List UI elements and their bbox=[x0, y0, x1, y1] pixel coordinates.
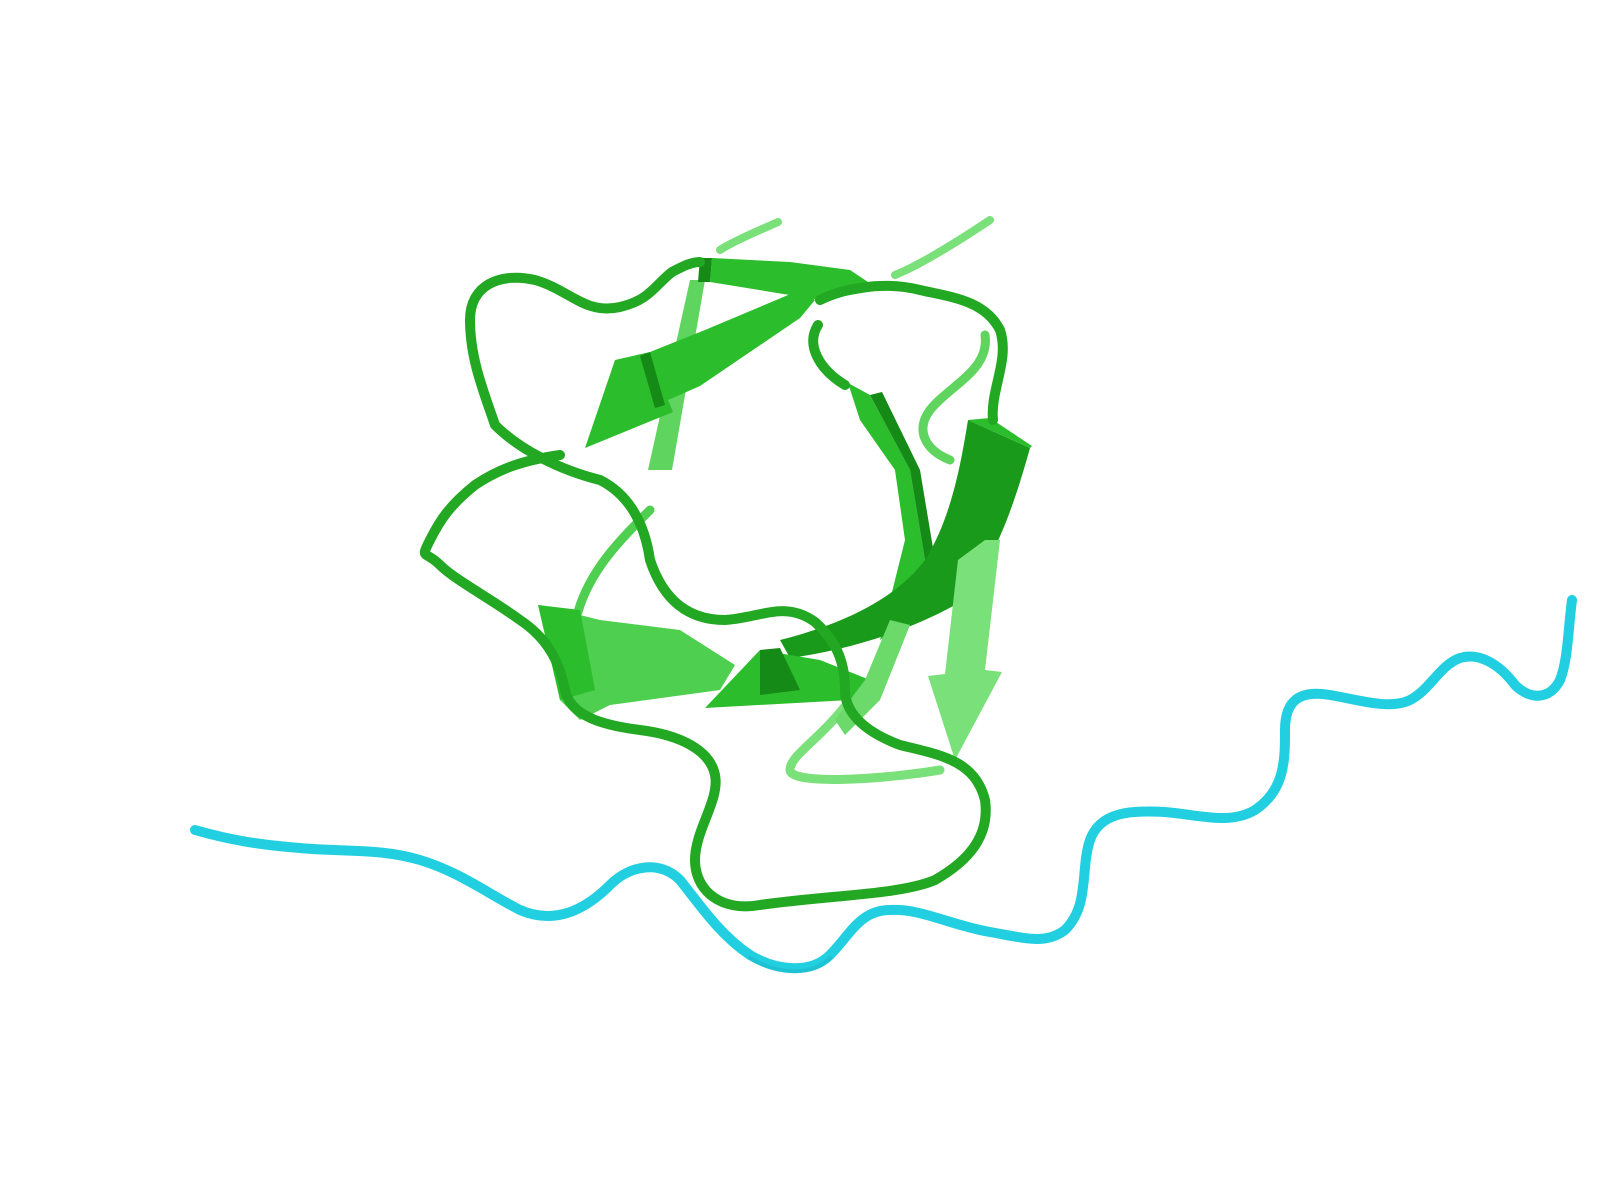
chain-b-coil bbox=[190, 595, 1577, 974]
beta-strand-upper-left-arrow-edge bbox=[640, 352, 665, 408]
beta-strand-right-inner bbox=[848, 383, 925, 640]
chain-b-coil-shading bbox=[748, 956, 832, 974]
chain-a-strands bbox=[538, 258, 1032, 760]
chain-a bbox=[419, 216, 1032, 912]
chain-a-front-coil bbox=[419, 257, 991, 912]
back-coil-top-left bbox=[716, 218, 782, 254]
back-coil-bottom bbox=[785, 695, 945, 784]
beta-strand-lower-left-edge bbox=[538, 605, 595, 700]
beta-strand-right-curve-top bbox=[968, 418, 1032, 448]
back-coil-right bbox=[918, 330, 990, 465]
back-coil-top-right bbox=[891, 216, 994, 279]
beta-strand-right-inner-shade bbox=[870, 392, 935, 560]
chain-b bbox=[190, 595, 1577, 974]
beta-strand-right-back-arrow bbox=[928, 540, 1002, 760]
chain-a-front-coil-right bbox=[815, 280, 1008, 425]
beta-strand-upper-left-arrow bbox=[585, 290, 815, 448]
chain-a-front-coil-inner bbox=[808, 320, 850, 390]
beta-strand-lower-middle-shade bbox=[760, 648, 800, 695]
beta-strand-right-curve bbox=[780, 420, 1030, 658]
